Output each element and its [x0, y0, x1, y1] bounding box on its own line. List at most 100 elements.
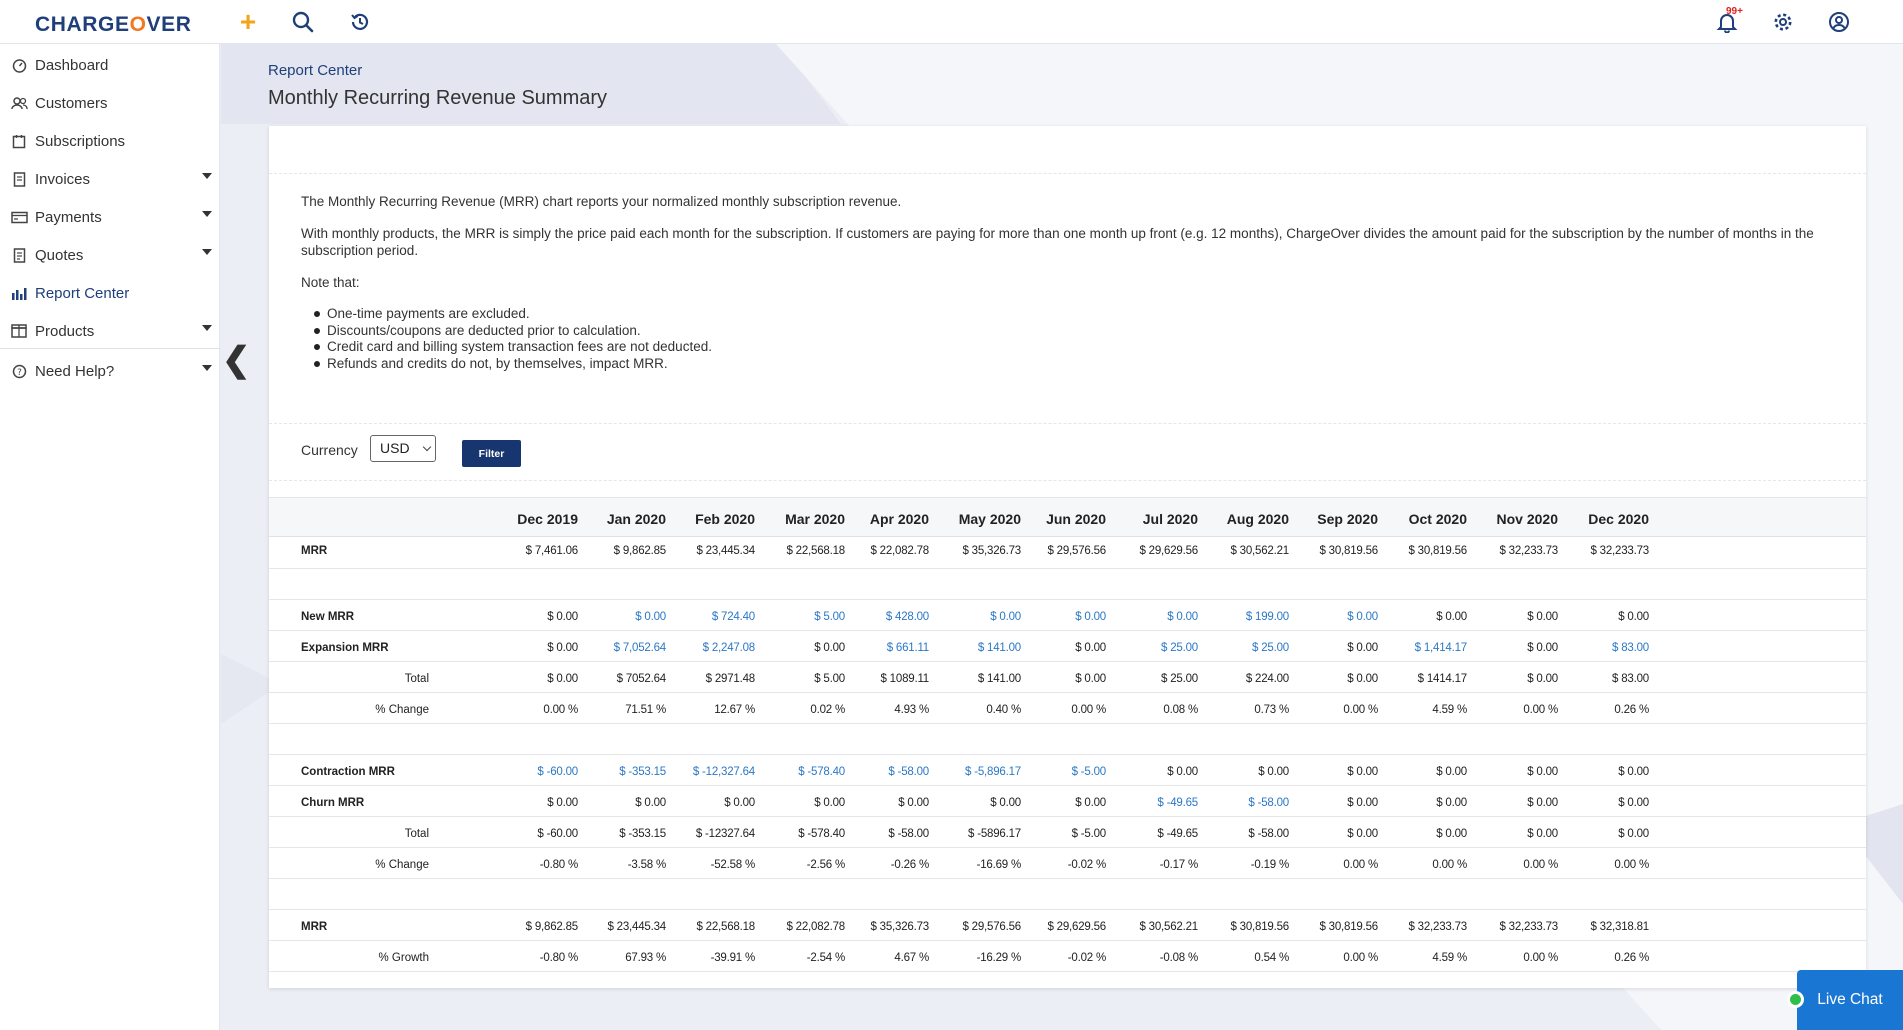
sidebar-item-customers[interactable]: Customers	[0, 84, 220, 122]
table-cell: $ -58.00	[888, 828, 929, 840]
sidebar-item-invoices[interactable]: Invoices	[0, 160, 220, 198]
table-cell: $ 0.00	[814, 797, 845, 809]
table-cell: $ 0.00	[547, 642, 578, 654]
table-cell-link[interactable]: $ -5,896.17	[965, 766, 1021, 778]
notification-badge: 99+	[1726, 6, 1743, 17]
table-cell: 0.73 %	[1254, 704, 1289, 716]
table-cell-link[interactable]: $ -578.40	[798, 766, 845, 778]
table-cell: 0.02 %	[810, 704, 845, 716]
table-cell-link[interactable]: $ 83.00	[1612, 642, 1649, 654]
table-cell-link[interactable]: $ 661.11	[886, 642, 930, 654]
customers-icon	[9, 96, 29, 111]
report-card: The Monthly Recurring Revenue (MRR) char…	[269, 126, 1866, 988]
table-cell: $ 7,461.06	[525, 545, 579, 557]
table-cell: 4.59 %	[1432, 704, 1467, 716]
table-cell: $ 0.00	[1527, 766, 1558, 778]
month-header: Mar 2020	[785, 511, 845, 527]
sidebar-item-payments[interactable]: Payments	[0, 198, 220, 236]
table-cell-link[interactable]: $ 724.40	[711, 611, 755, 623]
table-cell: $ 0.00	[1436, 611, 1467, 623]
table-cell: $ 0.00	[1075, 673, 1106, 685]
gear-icon[interactable]	[1770, 9, 1796, 35]
table-cell: $ 32,318.81	[1590, 921, 1649, 933]
plus-icon[interactable]: +	[239, 6, 257, 37]
table-cell: $ 83.00	[1612, 673, 1649, 685]
breadcrumb[interactable]: Report Center	[268, 62, 363, 79]
sidebar-collapse-button[interactable]: ❮	[222, 341, 251, 379]
table-cell: $ 29,576.56	[1047, 545, 1106, 557]
table-cell-link[interactable]: $ -353.15	[619, 766, 666, 778]
table-cell-link[interactable]: $ 0.00	[1167, 611, 1198, 623]
table-cell: $ -12327.64	[695, 828, 755, 840]
table-cell: -0.02 %	[1067, 859, 1106, 871]
table-cell-link[interactable]: $ 0.00	[990, 611, 1021, 623]
table-cell: $ 7052.64	[616, 673, 667, 685]
table-cell: $ 0.00	[1436, 828, 1467, 840]
table-cell: $ 30,819.56	[1230, 921, 1289, 933]
table-cell-link[interactable]: $ -12,327.64	[692, 766, 755, 778]
row-label: New MRR	[301, 611, 355, 623]
table-cell-link[interactable]: $ 1,414.17	[1414, 642, 1468, 654]
bell-icon[interactable]	[1714, 9, 1740, 35]
row-label: Total	[404, 828, 429, 840]
table-cell-link[interactable]: $ 0.00	[635, 611, 666, 623]
table-cell-link[interactable]: $ -60.00	[537, 766, 578, 778]
search-icon[interactable]	[290, 9, 316, 35]
table-cell: $ 0.00	[1347, 828, 1378, 840]
user-icon[interactable]	[1826, 9, 1852, 35]
sidebar-item-report-center[interactable]: Report Center	[0, 274, 220, 312]
table-cell-link[interactable]: $ 7,052.64	[613, 642, 667, 654]
live-chat-button[interactable]: Live Chat	[1797, 970, 1903, 1030]
table-cell: $ 0.00	[1527, 828, 1558, 840]
table-cell-link[interactable]: $ 25.00	[1161, 642, 1198, 654]
sidebar-item-label: Payments	[35, 208, 102, 226]
chevron-down-icon[interactable]	[202, 173, 212, 179]
sidebar-item-quotes[interactable]: Quotes	[0, 236, 220, 274]
table-cell-link[interactable]: $ -58.00	[888, 766, 929, 778]
logo[interactable]: CHARGEOVER	[35, 13, 192, 36]
table-cell-link[interactable]: $ 141.00	[977, 642, 1021, 654]
table-cell: 0.00 %	[1071, 704, 1106, 716]
table-cell-link[interactable]: $ 5.00	[814, 611, 845, 623]
table-cell-link[interactable]: $ 2,247.08	[702, 642, 756, 654]
sidebar-item-label: Report Center	[35, 284, 130, 302]
chevron-down-icon[interactable]	[202, 211, 212, 217]
table-cell-link[interactable]: $ 199.00	[1245, 611, 1289, 623]
table-cell-link[interactable]: $ 0.00	[1347, 611, 1378, 623]
sidebar-item-subscriptions[interactable]: Subscriptions	[0, 122, 220, 160]
table-cell-link[interactable]: $ 25.00	[1252, 642, 1289, 654]
filter-button[interactable]: Filter	[462, 440, 521, 467]
row-divider	[269, 785, 1866, 786]
table-cell: $ 30,562.21	[1139, 921, 1198, 933]
table-cell: -0.80 %	[539, 952, 578, 964]
table-cell: $ 0.00	[814, 642, 845, 654]
table-cell-link[interactable]: $ -5.00	[1071, 766, 1107, 778]
table-cell-link[interactable]: $ 428.00	[885, 611, 929, 623]
sidebar-item-products[interactable]: Products	[0, 312, 220, 350]
month-header: May 2020	[958, 511, 1021, 527]
table-cell-link[interactable]: $ -49.65	[1157, 797, 1198, 809]
chevron-down-icon[interactable]	[202, 365, 212, 371]
table-cell: -16.29 %	[976, 952, 1022, 964]
history-icon[interactable]	[347, 9, 373, 35]
table-cell: $ 0.00	[990, 797, 1021, 809]
table-cell-link[interactable]: $ 0.00	[1075, 611, 1106, 623]
currency-select[interactable]: USD	[370, 435, 436, 462]
row-label: MRR	[301, 545, 328, 557]
online-status-icon	[1787, 991, 1804, 1008]
table-cell: -2.56 %	[806, 859, 845, 871]
table-cell: $ 0.00	[1347, 766, 1378, 778]
row-label: % Change	[375, 704, 429, 716]
table-cell: $ 0.00	[1527, 642, 1558, 654]
row-label: Churn MRR	[301, 797, 365, 809]
table-cell-link[interactable]: $ -58.00	[1248, 797, 1289, 809]
row-label: Total	[404, 673, 429, 685]
month-header: Sep 2020	[1317, 511, 1378, 527]
month-header: Nov 2020	[1496, 511, 1558, 527]
row-divider	[269, 940, 1866, 941]
sidebar-item-need-help[interactable]: ? Need Help?	[0, 352, 220, 390]
chevron-down-icon[interactable]	[202, 325, 212, 331]
chevron-down-icon[interactable]	[202, 249, 212, 255]
table-cell: $ -60.00	[537, 828, 578, 840]
sidebar-item-dashboard[interactable]: Dashboard	[0, 46, 220, 84]
